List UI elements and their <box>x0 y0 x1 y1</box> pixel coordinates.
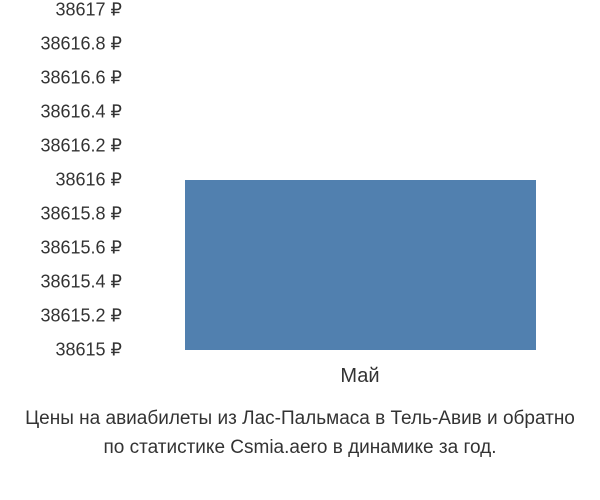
y-tick-label: 38615.4 ₽ <box>40 272 122 293</box>
y-tick-label: 38616.4 ₽ <box>40 102 122 123</box>
x-tick-label: Май <box>135 365 585 388</box>
y-tick-label: 38615 ₽ <box>55 340 122 361</box>
y-tick-label: 38615.6 ₽ <box>40 238 122 259</box>
price-chart: 38617 ₽ 38616.8 ₽ 38616.6 ₽ 38616.4 ₽ 38616.… <box>0 0 600 500</box>
y-tick-label: 38616.6 ₽ <box>40 68 122 89</box>
y-tick-label: 38616.8 ₽ <box>40 34 122 55</box>
chart-caption: Цены на авиабилеты из Лас-Пальмаса в Тел… <box>0 405 600 462</box>
bar <box>185 180 536 350</box>
y-tick-label: 38617 ₽ <box>55 0 122 21</box>
y-tick-label: 38616 ₽ <box>55 170 122 191</box>
caption-line-2: по статистике Csmia.aero в динамике за г… <box>0 434 600 463</box>
y-tick-label: 38616.2 ₽ <box>40 136 122 157</box>
caption-line-1: Цены на авиабилеты из Лас-Пальмаса в Тел… <box>0 405 600 434</box>
y-tick-label: 38615.2 ₽ <box>40 306 122 327</box>
y-tick-label: 38615.8 ₽ <box>40 204 122 225</box>
plot-area <box>135 10 585 350</box>
